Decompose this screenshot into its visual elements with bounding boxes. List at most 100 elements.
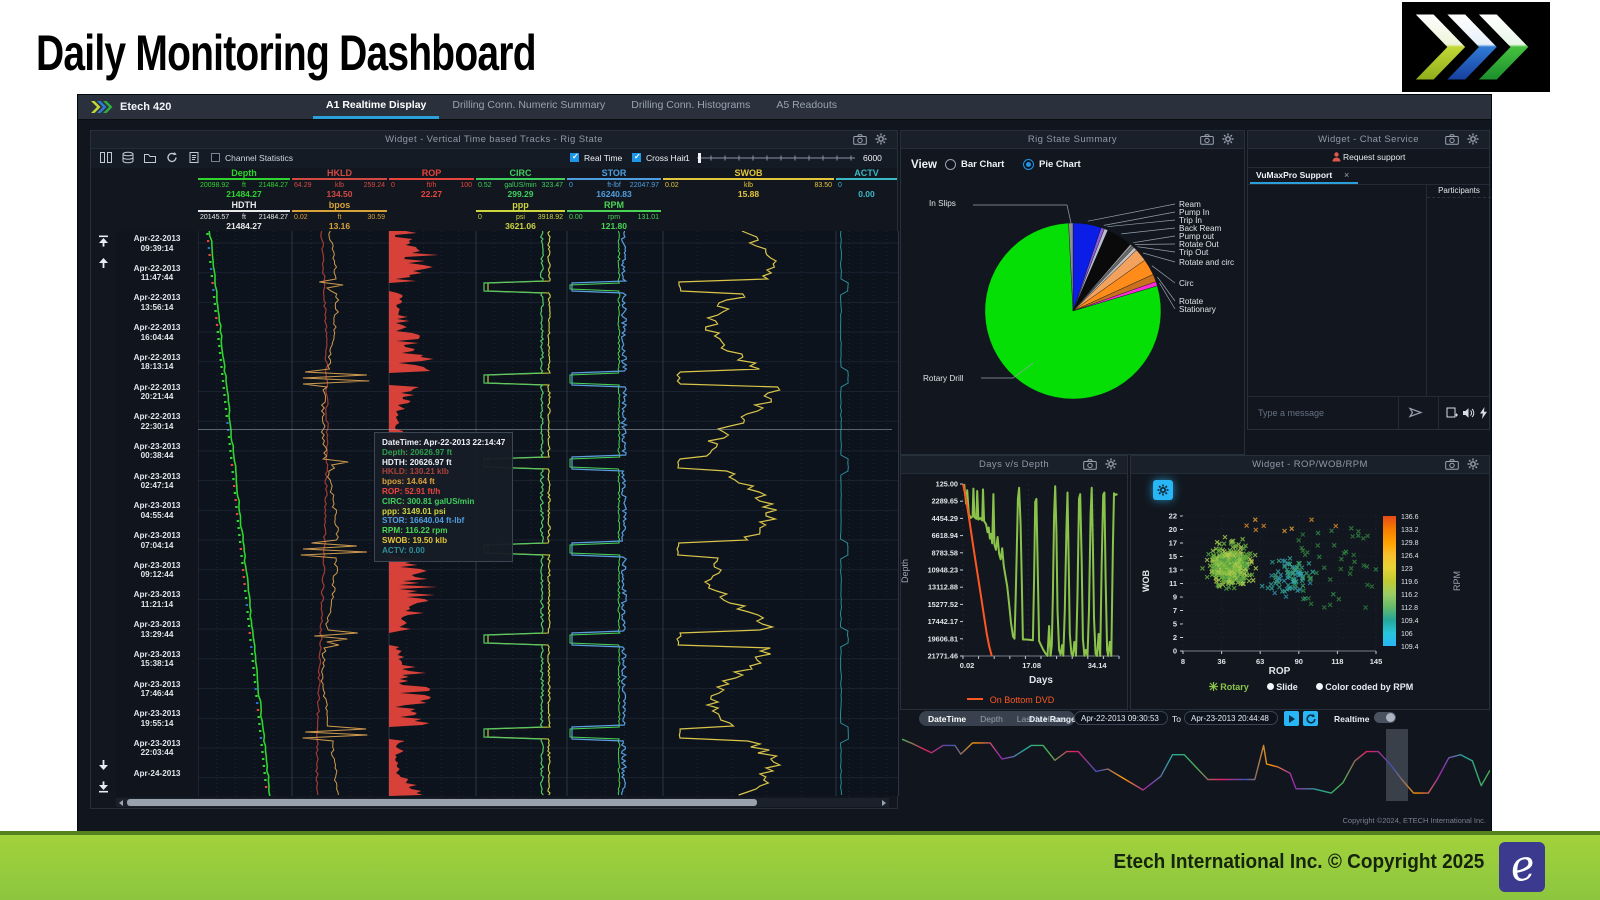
document-icon[interactable] xyxy=(187,151,202,165)
scroll-to-bottom-icon[interactable] xyxy=(98,781,109,796)
slider-handle[interactable] xyxy=(698,153,701,163)
lightning-icon[interactable] xyxy=(1479,407,1488,422)
chat-tab-underline xyxy=(1250,182,1358,184)
request-support-row: Request support xyxy=(1248,148,1489,168)
channel-value: 3621.06 xyxy=(505,221,536,231)
chat-message-input[interactable]: Type a message xyxy=(1258,408,1325,418)
pie-slice-pump-out[interactable] xyxy=(1072,244,1133,312)
chat-title: Widget - Chat Service xyxy=(1248,131,1489,149)
pie-slice-ream[interactable] xyxy=(1072,222,1102,312)
screenshot-icon[interactable] xyxy=(1445,134,1459,145)
crosshair-slider[interactable] xyxy=(693,152,859,164)
participants-panel: Participants xyxy=(1426,184,1491,397)
send-icon[interactable] xyxy=(1408,406,1423,422)
scatter-legend-item[interactable]: Rotary xyxy=(1208,682,1249,692)
tracks-widget-title: Widget - Vertical Time based Tracks - Ri… xyxy=(91,131,897,149)
svg-text:106: 106 xyxy=(1401,631,1413,638)
scroll-to-top-icon[interactable] xyxy=(98,235,109,250)
mode-datetime[interactable]: DateTime xyxy=(928,713,967,724)
pie-slice-rotate[interactable] xyxy=(1072,274,1157,312)
scatter-legend-item[interactable]: Color coded by RPM xyxy=(1315,682,1413,692)
date-from-input[interactable] xyxy=(1074,711,1168,725)
apply-range-button[interactable] xyxy=(1284,711,1299,726)
horizontal-scrollbar[interactable] xyxy=(116,798,889,807)
pie-slice-rotate-and-circ[interactable] xyxy=(1072,249,1146,312)
scrollbar-thumb[interactable] xyxy=(127,799,757,806)
save-note-icon[interactable] xyxy=(1446,407,1458,422)
pie-slice-back-ream[interactable] xyxy=(1072,229,1131,312)
scroll-down-icon[interactable] xyxy=(98,759,109,774)
real-time-label: Real Time xyxy=(584,153,623,163)
timestamp: Apr-22-2013 20:21:44 xyxy=(133,382,181,402)
real-time-checkbox[interactable] xyxy=(570,152,579,162)
timestamp: Apr-22-2013 16:04:44 xyxy=(133,323,181,342)
mode-last-n-hours[interactable]: Last N Hours xyxy=(1016,713,1067,724)
columns-icon[interactable] xyxy=(99,151,114,165)
realtime-toggle[interactable] xyxy=(1374,712,1396,723)
scatter-colorbar-label: RPM xyxy=(1452,571,1462,591)
gear-icon[interactable] xyxy=(1467,458,1479,470)
pie-slice-trip-in[interactable] xyxy=(1072,228,1109,312)
tab-a1-realtime-display[interactable]: A1 Realtime Display xyxy=(313,95,440,119)
chat-tab[interactable]: VuMaxPro Support xyxy=(1256,170,1333,180)
timestamp: Apr-23-2013 13:29:44 xyxy=(133,620,181,639)
speaker-icon[interactable] xyxy=(1462,407,1475,422)
svg-text:34.14: 34.14 xyxy=(1088,661,1108,670)
refresh-icon[interactable] xyxy=(165,151,180,165)
date-to-input[interactable] xyxy=(1184,711,1278,725)
gear-icon[interactable] xyxy=(1222,133,1234,145)
screenshot-icon[interactable] xyxy=(853,134,867,145)
chat-widget: Widget - Chat Service Request support Vu… xyxy=(1247,130,1491,430)
view-radio-pie-chart[interactable] xyxy=(1023,159,1034,170)
tab-drilling-conn-numeric-summary[interactable]: Drilling Conn. Numeric Summary xyxy=(452,99,606,111)
database-icon[interactable] xyxy=(121,151,136,165)
scrollbar-right-arrow[interactable] xyxy=(882,799,886,806)
scroll-up-icon[interactable] xyxy=(98,257,109,272)
svg-text:22: 22 xyxy=(1169,512,1177,521)
scrollbar-left-arrow[interactable] xyxy=(119,799,123,806)
gear-icon[interactable] xyxy=(1467,133,1479,145)
timeline-overview[interactable] xyxy=(902,729,1490,801)
pie-slice-rotary-drill[interactable] xyxy=(984,222,1162,400)
rop-wob-rpm-widget: Widget - ROP/WOB/RPM 22 20 17 15 13 11 9 7 5 2 0 8 3… xyxy=(1130,455,1490,710)
timestamp: Apr-23-2013 11:21:14 xyxy=(133,590,181,609)
channel-statistics-checkbox[interactable] xyxy=(211,153,220,162)
chat-tab-close-icon[interactable]: × xyxy=(1344,170,1350,180)
folder-icon[interactable] xyxy=(143,151,158,165)
tab-drilling-conn-histograms[interactable]: Drilling Conn. Histograms xyxy=(631,99,751,111)
pie-label: Pump out xyxy=(1179,232,1215,241)
screenshot-icon[interactable] xyxy=(1083,459,1097,470)
timestamp: Apr-22-2013 11:47:44 xyxy=(133,263,181,283)
scatter-legend-item[interactable]: Slide xyxy=(1266,682,1298,692)
crosshair-scale-min: 1 xyxy=(685,153,690,163)
scatter-settings-button[interactable] xyxy=(1153,480,1173,500)
pie-slice-rotate-out[interactable] xyxy=(1072,245,1135,312)
screenshot-icon[interactable] xyxy=(1445,459,1459,470)
gear-icon[interactable] xyxy=(1105,458,1117,470)
gear-icon[interactable] xyxy=(875,133,887,145)
pie-slice-stationary[interactable] xyxy=(1072,281,1158,312)
pie-slice-trip-out[interactable] xyxy=(1072,247,1137,312)
svg-text:133.2: 133.2 xyxy=(1401,527,1419,534)
cross-hair-checkbox[interactable] xyxy=(632,152,641,162)
channel-statistics-label: Channel Statistics xyxy=(225,153,294,163)
pie-slice-circ[interactable] xyxy=(1072,259,1154,312)
channel-value: 121.80 xyxy=(601,221,627,231)
mode-depth[interactable]: Depth xyxy=(980,713,1003,724)
days-depth-title: Days v/s Depth xyxy=(901,456,1127,474)
pie-slice-pump-in[interactable] xyxy=(1072,227,1105,312)
pie-label: Stationary xyxy=(1179,305,1216,314)
view-radio-bar-chart[interactable] xyxy=(945,159,956,170)
tracks-widget: Widget - Vertical Time based Tracks - Ri… xyxy=(90,130,899,809)
timestamp-column: Apr-22-2013 09:39:14 Apr-22-2013 11:47:44 Ap… xyxy=(116,231,199,796)
refresh-range-button[interactable] xyxy=(1303,711,1318,726)
svg-text:10948.23: 10948.23 xyxy=(928,566,958,575)
channel-name: SWOB xyxy=(663,168,834,180)
tab-a5-readouts[interactable]: A5 Readouts xyxy=(776,99,838,111)
person-icon xyxy=(1332,152,1341,162)
screenshot-icon[interactable] xyxy=(1200,134,1214,145)
svg-text:2289.65: 2289.65 xyxy=(932,497,958,506)
pie-slice-in-slips[interactable] xyxy=(1068,222,1074,312)
request-support-button[interactable]: Request support xyxy=(1332,152,1405,162)
